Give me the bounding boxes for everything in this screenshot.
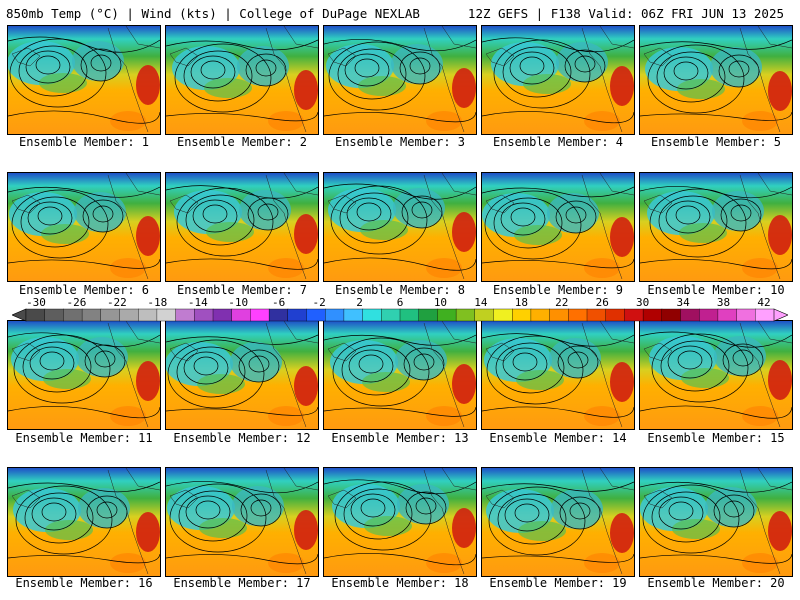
- ensemble-member-label: Ensemble Member: 11: [15, 431, 153, 445]
- ensemble-member-map: [165, 172, 319, 282]
- colorbar-tick-label: 42: [757, 296, 771, 309]
- ensemble-member-label: Ensemble Member: 10: [647, 283, 785, 297]
- ensemble-member-map: [639, 320, 793, 430]
- ensemble-member-map: [165, 25, 319, 135]
- ensemble-member-label: Ensemble Member: 12: [173, 431, 311, 445]
- colorbar-labels: -30 -26 -22 -18 -14 -10 -6 -2 2 6 10 14 18 22 26 30 34 38…: [0, 296, 800, 309]
- ensemble-member-map: [7, 25, 161, 135]
- ensemble-member-map: [481, 320, 635, 430]
- ensemble-member-map: [323, 25, 477, 135]
- colorbar-tick-label: 18: [514, 296, 528, 309]
- ensemble-member-label: Ensemble Member: 4: [492, 135, 624, 149]
- colorbar-tick-label: 30: [636, 296, 650, 309]
- colorbar-tick-label: 22: [555, 296, 569, 309]
- ensemble-member-label: Ensemble Member: 18: [331, 576, 469, 590]
- colorbar-tick-label: -6: [272, 296, 286, 309]
- map-title: 850mb Temp (°C) | Wind (kts) | College o…: [6, 6, 420, 21]
- ensemble-member-map: [639, 172, 793, 282]
- colorbar-tick-label: 2: [356, 296, 363, 309]
- ensemble-member-map: [481, 172, 635, 282]
- ensemble-member-label: Ensemble Member: 7: [176, 283, 308, 297]
- ensemble-member-label: Ensemble Member: 1: [18, 135, 150, 149]
- ensemble-member-map: [165, 467, 319, 577]
- ensemble-member-label: Ensemble Member: 3: [334, 135, 466, 149]
- ensemble-member-label: Ensemble Member: 19: [489, 576, 627, 590]
- colorbar-tick-label: -10: [228, 296, 249, 309]
- ensemble-member-label: Ensemble Member: 6: [18, 283, 150, 297]
- temperature-colorbar: [12, 308, 788, 322]
- ensemble-member-label: Ensemble Member: 20: [647, 576, 785, 590]
- colorbar-tick-label: -26: [66, 296, 87, 309]
- ensemble-member-map: [165, 320, 319, 430]
- ensemble-member-map: [639, 25, 793, 135]
- ensemble-member-map: [323, 320, 477, 430]
- ensemble-member-map: [7, 172, 161, 282]
- ensemble-member-map: [481, 25, 635, 135]
- ensemble-member-label: Ensemble Member: 13: [331, 431, 469, 445]
- colorbar-tick-label: -2: [312, 296, 326, 309]
- colorbar-tick-label: -22: [106, 296, 127, 309]
- ensemble-member-label: Ensemble Member: 5: [650, 135, 782, 149]
- ensemble-member-map: [639, 467, 793, 577]
- ensemble-member-map: [481, 467, 635, 577]
- colorbar-tick-label: 26: [595, 296, 609, 309]
- colorbar-tick-label: 34: [676, 296, 690, 309]
- ensemble-member-label: Ensemble Member: 9: [492, 283, 624, 297]
- ensemble-member-map: [7, 467, 161, 577]
- ensemble-member-label: Ensemble Member: 15: [647, 431, 785, 445]
- run-valid-time: 12Z GEFS | F138 Valid: 06Z FRI JUN 13 20…: [467, 6, 784, 21]
- ensemble-member-map: [323, 467, 477, 577]
- ensemble-member-label: Ensemble Member: 8: [334, 283, 466, 297]
- ensemble-member-map: [7, 320, 161, 430]
- ensemble-member-label: Ensemble Member: 14: [489, 431, 627, 445]
- colorbar-tick-label: -30: [26, 296, 46, 309]
- colorbar-tick-label: -18: [147, 296, 168, 309]
- colorbar-tick-label: 10: [433, 296, 448, 309]
- colorbar-tick-label: 6: [396, 296, 404, 309]
- colorbar-tick-label: 14: [474, 296, 488, 309]
- ensemble-member-label: Ensemble Member: 17: [173, 576, 311, 590]
- colorbar-tick-label: 38: [716, 296, 731, 309]
- ensemble-member-label: Ensemble Member: 16: [15, 576, 153, 590]
- colorbar-tick-label: -14: [187, 296, 208, 309]
- ensemble-member-label: Ensemble Member: 2: [176, 135, 308, 149]
- ensemble-member-map: [323, 172, 477, 282]
